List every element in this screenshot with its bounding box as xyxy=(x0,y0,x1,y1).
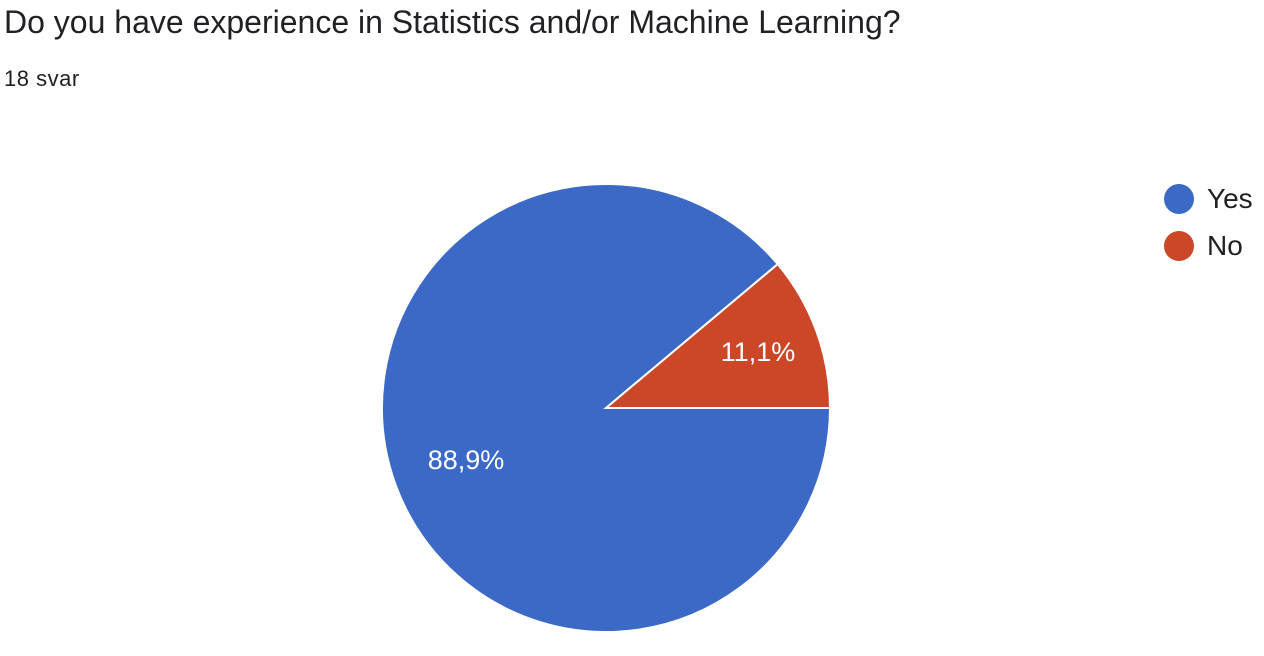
legend-swatch-yes xyxy=(1164,184,1194,214)
legend-swatch-no xyxy=(1164,231,1194,261)
response-count: 18 svar xyxy=(4,66,80,91)
legend-item-no[interactable]: No xyxy=(1164,227,1253,265)
legend-item-yes[interactable]: Yes xyxy=(1164,180,1253,218)
pie-slice-no[interactable] xyxy=(603,262,832,409)
legend-label-yes: Yes xyxy=(1207,183,1253,214)
question-title: Do you have experience in Statistics and… xyxy=(4,4,901,40)
legend-label-no: No xyxy=(1207,230,1243,261)
pie-label-yes: 88,9% xyxy=(428,445,505,475)
pie-labels: 88,9% 11,1% xyxy=(428,337,796,475)
legend: Yes No xyxy=(1164,180,1253,274)
pie-label-no: 11,1% xyxy=(721,337,796,367)
pie-slices xyxy=(381,183,832,633)
